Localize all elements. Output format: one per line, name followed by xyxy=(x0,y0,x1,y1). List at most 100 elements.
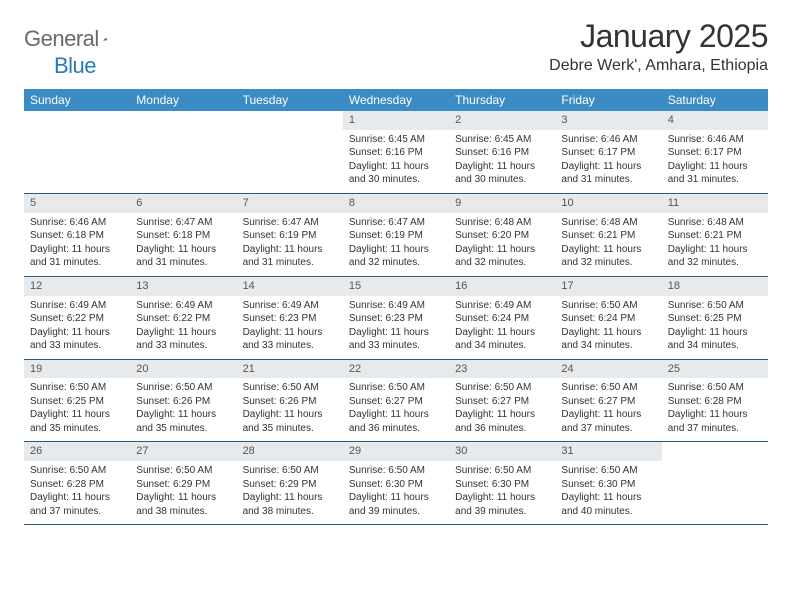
day-number: 3 xyxy=(555,111,661,130)
sunrise-line: Sunrise: 6:50 AM xyxy=(243,381,337,395)
day-number: 5 xyxy=(24,194,130,213)
day-body: Sunrise: 6:50 AMSunset: 6:27 PMDaylight:… xyxy=(555,378,661,441)
weekday-header: Saturday xyxy=(662,89,768,111)
day-number: 7 xyxy=(237,194,343,213)
empty-day-cell xyxy=(130,111,236,193)
sunset-line: Sunset: 6:17 PM xyxy=(561,146,655,160)
day-body: Sunrise: 6:50 AMSunset: 6:28 PMDaylight:… xyxy=(24,461,130,524)
sunset-line: Sunset: 6:22 PM xyxy=(30,312,124,326)
day-number: 20 xyxy=(130,360,236,379)
day-number: 2 xyxy=(449,111,555,130)
empty-day-cell xyxy=(24,111,130,193)
sunrise-line: Sunrise: 6:49 AM xyxy=(136,299,230,313)
day-body: Sunrise: 6:50 AMSunset: 6:27 PMDaylight:… xyxy=(343,378,449,441)
day-body: Sunrise: 6:47 AMSunset: 6:18 PMDaylight:… xyxy=(130,213,236,276)
sunset-line: Sunset: 6:30 PM xyxy=(455,478,549,492)
day-body: Sunrise: 6:48 AMSunset: 6:20 PMDaylight:… xyxy=(449,213,555,276)
week-row: 26Sunrise: 6:50 AMSunset: 6:28 PMDayligh… xyxy=(24,442,768,525)
daylight-line: Daylight: 11 hours and 33 minutes. xyxy=(136,326,230,353)
day-cell: 29Sunrise: 6:50 AMSunset: 6:30 PMDayligh… xyxy=(343,442,449,524)
sunset-line: Sunset: 6:19 PM xyxy=(243,229,337,243)
sunrise-line: Sunrise: 6:49 AM xyxy=(349,299,443,313)
sunset-line: Sunset: 6:27 PM xyxy=(561,395,655,409)
day-cell: 30Sunrise: 6:50 AMSunset: 6:30 PMDayligh… xyxy=(449,442,555,524)
day-number: 23 xyxy=(449,360,555,379)
day-cell: 2Sunrise: 6:45 AMSunset: 6:16 PMDaylight… xyxy=(449,111,555,193)
sunrise-line: Sunrise: 6:50 AM xyxy=(30,464,124,478)
daylight-line: Daylight: 11 hours and 35 minutes. xyxy=(243,408,337,435)
daylight-line: Daylight: 11 hours and 34 minutes. xyxy=(561,326,655,353)
daylight-line: Daylight: 11 hours and 31 minutes. xyxy=(30,243,124,270)
daylight-line: Daylight: 11 hours and 39 minutes. xyxy=(349,491,443,518)
day-cell: 4Sunrise: 6:46 AMSunset: 6:17 PMDaylight… xyxy=(662,111,768,193)
calendar-page: General January 2025 Debre Werk', Amhara… xyxy=(0,0,792,525)
day-number: 6 xyxy=(130,194,236,213)
day-body: Sunrise: 6:49 AMSunset: 6:23 PMDaylight:… xyxy=(237,296,343,359)
sunset-line: Sunset: 6:29 PM xyxy=(136,478,230,492)
day-cell: 14Sunrise: 6:49 AMSunset: 6:23 PMDayligh… xyxy=(237,277,343,359)
sunset-line: Sunset: 6:24 PM xyxy=(561,312,655,326)
daylight-line: Daylight: 11 hours and 31 minutes. xyxy=(136,243,230,270)
day-number: 28 xyxy=(237,442,343,461)
weekday-header: Sunday xyxy=(24,89,130,111)
sunrise-line: Sunrise: 6:50 AM xyxy=(136,464,230,478)
weeks-container: 1Sunrise: 6:45 AMSunset: 6:16 PMDaylight… xyxy=(24,111,768,525)
day-cell: 9Sunrise: 6:48 AMSunset: 6:20 PMDaylight… xyxy=(449,194,555,276)
daylight-line: Daylight: 11 hours and 32 minutes. xyxy=(349,243,443,270)
sunset-line: Sunset: 6:24 PM xyxy=(455,312,549,326)
day-body: Sunrise: 6:48 AMSunset: 6:21 PMDaylight:… xyxy=(662,213,768,276)
sunset-line: Sunset: 6:18 PM xyxy=(30,229,124,243)
sunset-line: Sunset: 6:19 PM xyxy=(349,229,443,243)
day-cell: 31Sunrise: 6:50 AMSunset: 6:30 PMDayligh… xyxy=(555,442,661,524)
day-body: Sunrise: 6:50 AMSunset: 6:26 PMDaylight:… xyxy=(237,378,343,441)
day-cell: 22Sunrise: 6:50 AMSunset: 6:27 PMDayligh… xyxy=(343,360,449,442)
day-number: 11 xyxy=(662,194,768,213)
day-body: Sunrise: 6:50 AMSunset: 6:26 PMDaylight:… xyxy=(130,378,236,441)
day-number: 18 xyxy=(662,277,768,296)
day-cell: 6Sunrise: 6:47 AMSunset: 6:18 PMDaylight… xyxy=(130,194,236,276)
day-number: 31 xyxy=(555,442,661,461)
daylight-line: Daylight: 11 hours and 34 minutes. xyxy=(668,326,762,353)
day-cell: 16Sunrise: 6:49 AMSunset: 6:24 PMDayligh… xyxy=(449,277,555,359)
month-title: January 2025 xyxy=(549,18,768,55)
daylight-line: Daylight: 11 hours and 37 minutes. xyxy=(668,408,762,435)
day-body: Sunrise: 6:50 AMSunset: 6:30 PMDaylight:… xyxy=(449,461,555,524)
sunset-line: Sunset: 6:20 PM xyxy=(455,229,549,243)
daylight-line: Daylight: 11 hours and 33 minutes. xyxy=(349,326,443,353)
sunrise-line: Sunrise: 6:50 AM xyxy=(349,381,443,395)
sunrise-line: Sunrise: 6:50 AM xyxy=(349,464,443,478)
sunrise-line: Sunrise: 6:47 AM xyxy=(349,216,443,230)
day-body: Sunrise: 6:50 AMSunset: 6:25 PMDaylight:… xyxy=(24,378,130,441)
day-body: Sunrise: 6:50 AMSunset: 6:27 PMDaylight:… xyxy=(449,378,555,441)
day-body: Sunrise: 6:49 AMSunset: 6:23 PMDaylight:… xyxy=(343,296,449,359)
day-cell: 1Sunrise: 6:45 AMSunset: 6:16 PMDaylight… xyxy=(343,111,449,193)
day-body: Sunrise: 6:46 AMSunset: 6:17 PMDaylight:… xyxy=(555,130,661,193)
sunrise-line: Sunrise: 6:49 AM xyxy=(30,299,124,313)
sunrise-line: Sunrise: 6:50 AM xyxy=(455,464,549,478)
sunrise-line: Sunrise: 6:48 AM xyxy=(455,216,549,230)
day-number: 17 xyxy=(555,277,661,296)
week-row: 1Sunrise: 6:45 AMSunset: 6:16 PMDaylight… xyxy=(24,111,768,194)
daylight-line: Daylight: 11 hours and 31 minutes. xyxy=(668,160,762,187)
day-number: 10 xyxy=(555,194,661,213)
sunset-line: Sunset: 6:18 PM xyxy=(136,229,230,243)
day-body: Sunrise: 6:50 AMSunset: 6:30 PMDaylight:… xyxy=(343,461,449,524)
day-cell: 12 Sunrise: 6:49 AMSunset: 6:22 PMDayligh… xyxy=(24,277,130,359)
day-number: 29 xyxy=(343,442,449,461)
sunset-line: Sunset: 6:30 PM xyxy=(561,478,655,492)
weekday-header-row: Sunday Monday Tuesday Wednesday Thursday… xyxy=(24,89,768,111)
day-cell: 25Sunrise: 6:50 AMSunset: 6:28 PMDayligh… xyxy=(662,360,768,442)
sunrise-line: Sunrise: 6:50 AM xyxy=(30,381,124,395)
daylight-line: Daylight: 11 hours and 31 minutes. xyxy=(243,243,337,270)
sunrise-line: Sunrise: 6:50 AM xyxy=(243,464,337,478)
daylight-line: Daylight: 11 hours and 33 minutes. xyxy=(30,326,124,353)
daylight-line: Daylight: 11 hours and 31 minutes. xyxy=(561,160,655,187)
sunset-line: Sunset: 6:21 PM xyxy=(561,229,655,243)
day-number: 25 xyxy=(662,360,768,379)
day-number: 1 xyxy=(343,111,449,130)
daylight-line: Daylight: 11 hours and 39 minutes. xyxy=(455,491,549,518)
day-number: 12 xyxy=(24,277,130,296)
sunrise-line: Sunrise: 6:46 AM xyxy=(561,133,655,147)
sunrise-line: Sunrise: 6:50 AM xyxy=(455,381,549,395)
weekday-header: Wednesday xyxy=(343,89,449,111)
